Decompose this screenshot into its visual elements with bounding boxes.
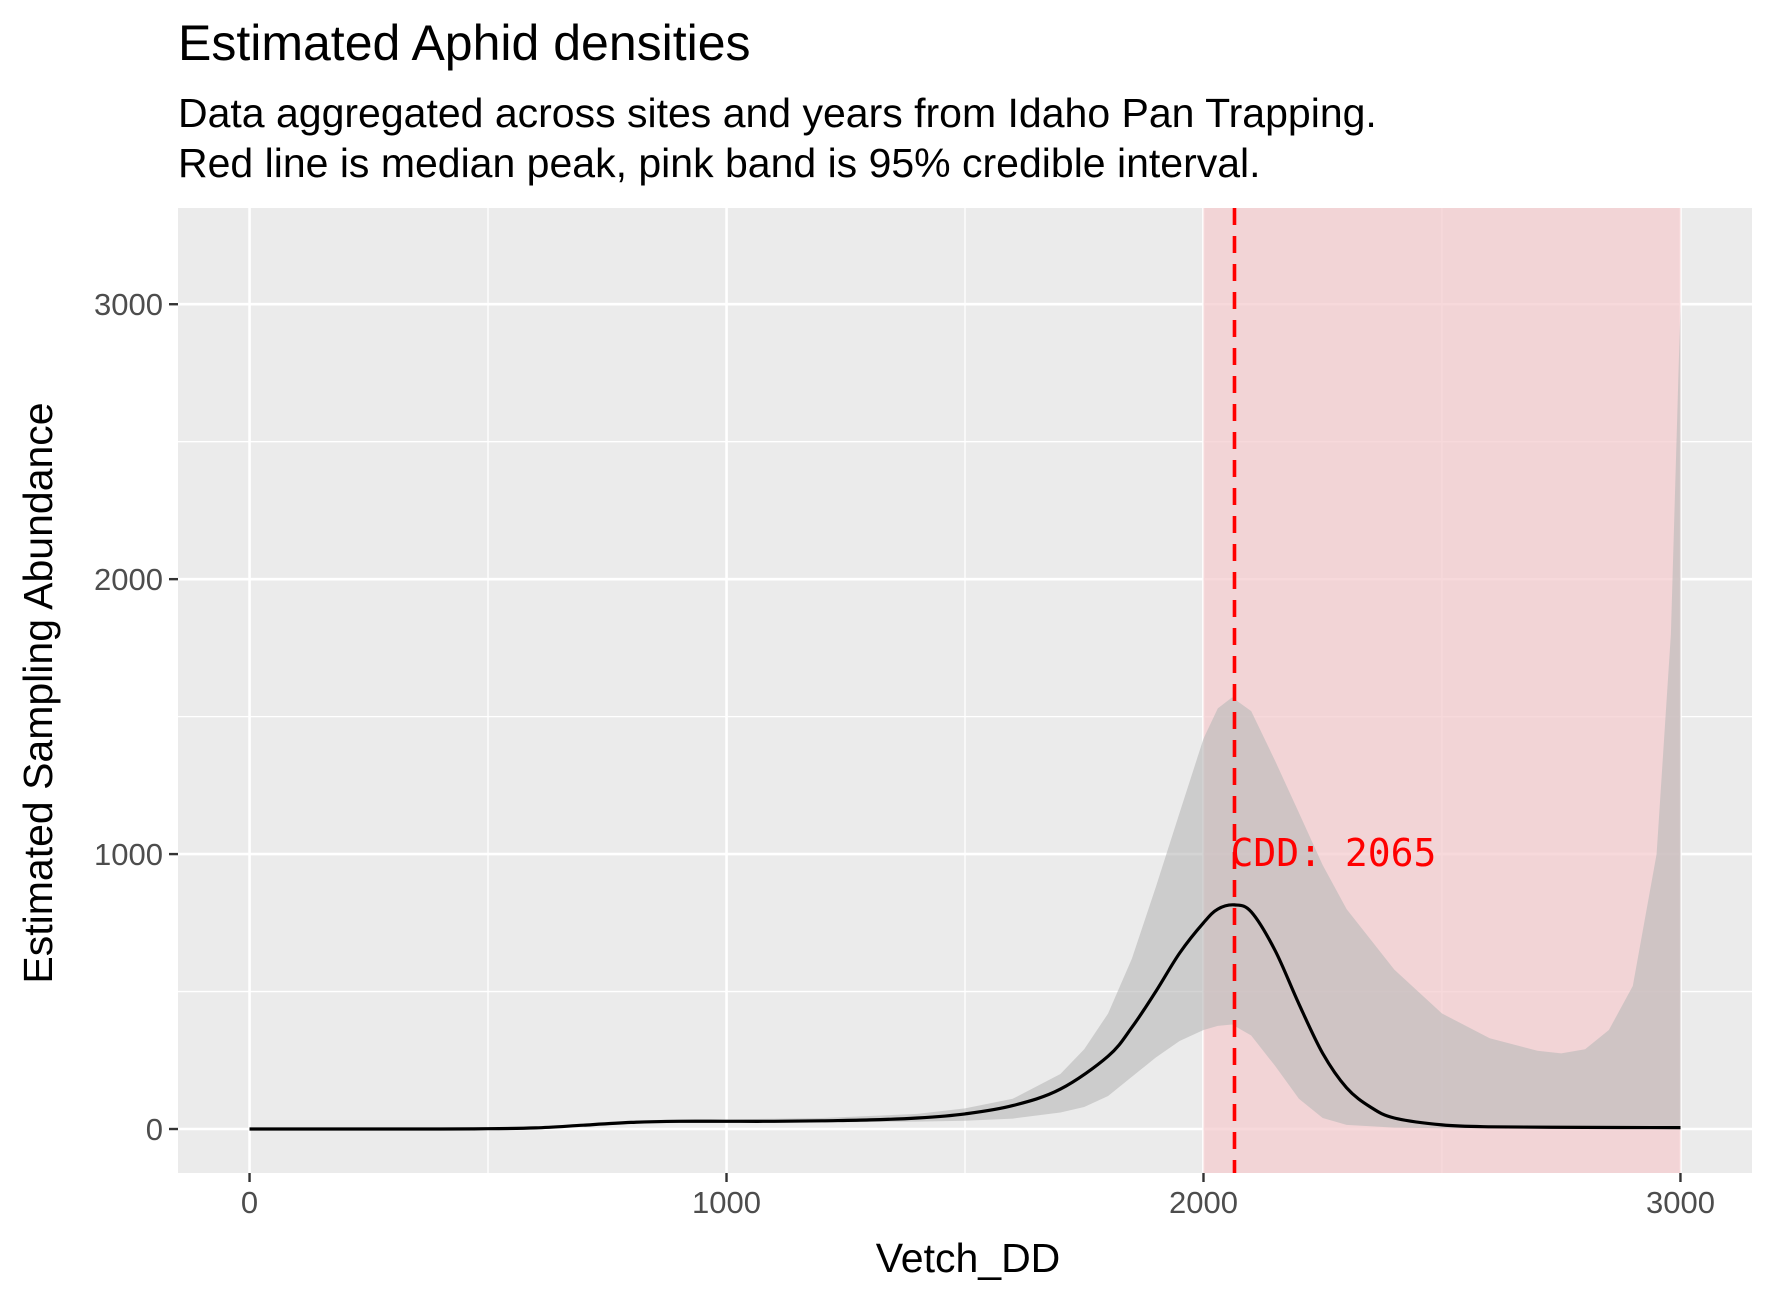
chart-subtitle-line-2: Red line is median peak, pink band is 95… (178, 140, 1261, 186)
axes-layer: 0 1000 2000 3000 0 1000 2000 3000 (94, 287, 1715, 1220)
chart-title: Estimated Aphid densities (178, 15, 751, 71)
y-axis-title: Estimated Sampling Abundance (15, 402, 61, 983)
chart-subtitle-line-1: Data aggregated across sites and years f… (178, 90, 1377, 136)
y-tick-label: 2000 (94, 562, 163, 597)
y-tick-label: 3000 (94, 287, 163, 322)
x-tick-label: 2000 (1169, 1185, 1238, 1220)
uncertainty-ribbon (249, 304, 1681, 1129)
median-peak-label: CDD: 2065 (1230, 831, 1436, 875)
y-tick-label: 0 (146, 1112, 163, 1147)
median-estimate-line (249, 903, 1681, 1131)
y-tick-label: 1000 (94, 837, 163, 872)
series-layer: CDD: 2065 (249, 208, 1681, 1173)
x-tick-label: 1000 (692, 1185, 761, 1220)
x-tick-label: 3000 (1646, 1185, 1715, 1220)
x-tick-label: 0 (241, 1185, 258, 1220)
x-axis-title: Vetch_DD (876, 1235, 1061, 1281)
